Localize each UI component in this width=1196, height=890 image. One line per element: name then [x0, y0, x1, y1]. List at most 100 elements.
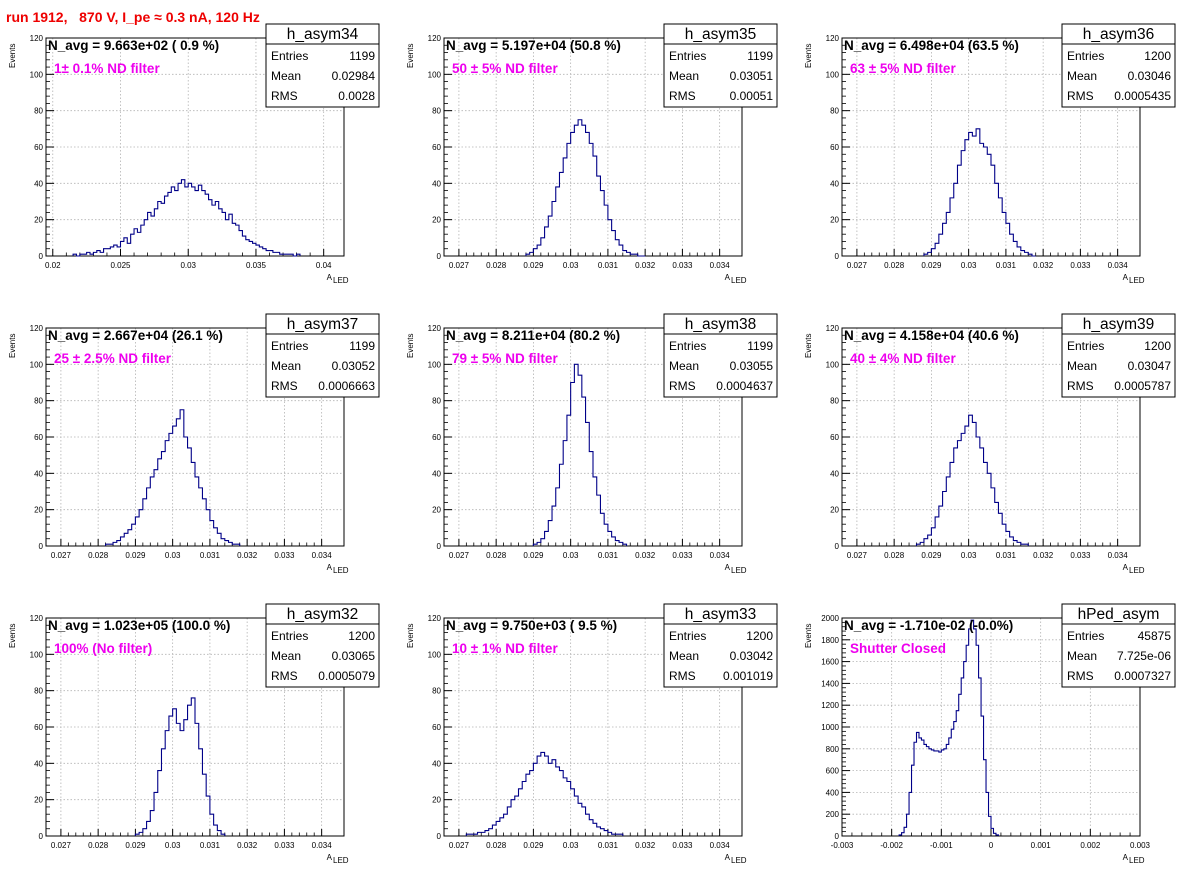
y-tick-label: 20: [432, 216, 441, 225]
y-tick-label: 100: [428, 70, 442, 79]
x-tick-label: 0.033: [274, 551, 295, 560]
stats-label: Mean: [1067, 69, 1097, 83]
y-tick-label: 600: [826, 767, 840, 776]
x-tick-label: 0.03: [563, 261, 579, 270]
histogram-panel-hPed_asym: -0.003 -0.002 -0.001 0 0.001 0.002 0.003 0 200 40…: [796, 603, 1192, 890]
filter-label: 63 ± 5% ND filter: [850, 61, 956, 76]
x-tick-label: 0.02: [45, 261, 61, 270]
filter-label: 79 ± 5% ND filter: [452, 351, 558, 366]
x-tick-label: 0.001: [1031, 841, 1052, 850]
y-tick-label: 400: [826, 788, 840, 797]
stats-label: Mean: [669, 649, 699, 663]
x-axis-title: A: [1123, 853, 1129, 862]
x-tick-label: 0.034: [1108, 261, 1129, 270]
x-tick-label: 0.002: [1080, 841, 1101, 850]
y-tick-label: 100: [826, 70, 840, 79]
stats-label: RMS: [1067, 379, 1094, 393]
x-tick-label: 0.034: [312, 841, 333, 850]
stats-histogram-name: h_asym39: [1083, 316, 1155, 333]
histogram-panel-h_asym37: 0.027 0.028 0.029 0.03 0.031 0.032 0.033 0.034 0…: [0, 313, 396, 600]
stats-label: Entries: [669, 339, 706, 353]
histogram-svg: 0.027 0.028 0.029 0.03 0.031 0.032 0.033 0.034 0…: [8, 313, 380, 575]
histogram-svg: 0.027 0.028 0.029 0.03 0.031 0.032 0.033 0.034 0…: [406, 23, 778, 285]
histogram-svg: 0.027 0.028 0.029 0.03 0.031 0.032 0.033 0.034 0…: [406, 603, 778, 865]
stats-label: Entries: [271, 339, 308, 353]
x-axis-title: A: [327, 563, 333, 572]
x-axis-title-sub: LED: [333, 276, 349, 285]
y-tick-label: 20: [432, 506, 441, 515]
y-tick-label: 0: [437, 832, 442, 841]
x-tick-label: 0.034: [1108, 551, 1129, 560]
y-tick-label: 60: [830, 433, 839, 442]
y-tick-label: 20: [830, 506, 839, 515]
y-tick-label: 120: [30, 614, 44, 623]
histogram-line: [134, 697, 226, 836]
x-axis-title: A: [1123, 273, 1129, 282]
y-tick-label: 80: [34, 687, 43, 696]
y-tick-label: 100: [30, 360, 44, 369]
histogram-panel-h_asym32: 0.027 0.028 0.029 0.03 0.031 0.032 0.033 0.034 0…: [0, 603, 396, 890]
filter-label: 40 ± 4% ND filter: [850, 351, 956, 366]
histogram-svg: 0.027 0.028 0.029 0.03 0.031 0.032 0.033 0.034 0…: [406, 313, 778, 575]
x-tick-label: 0.029: [523, 841, 544, 850]
stats-value: 0.03042: [730, 649, 774, 663]
y-tick-label: 120: [826, 324, 840, 333]
navg-label: N_avg = 4.158e+04 (40.6 %): [844, 328, 1019, 343]
y-tick-label: 0: [39, 542, 44, 551]
y-tick-label: 100: [428, 650, 442, 659]
y-tick-label: 120: [428, 34, 442, 43]
y-tick-label: 200: [826, 810, 840, 819]
y-axis-title: Events: [8, 334, 17, 358]
x-tick-label: 0.032: [1033, 261, 1054, 270]
x-tick-label: 0.031: [996, 261, 1017, 270]
x-tick-label: 0.032: [1033, 551, 1054, 560]
x-tick-label: 0.032: [635, 841, 656, 850]
x-tick-label: 0.029: [125, 551, 146, 560]
stats-label: RMS: [271, 379, 298, 393]
y-tick-label: 40: [34, 759, 43, 768]
stats-label: Entries: [271, 49, 308, 63]
x-tick-label: 0.032: [635, 261, 656, 270]
stats-value: 0.0006663: [318, 379, 375, 393]
filter-label: 50 ± 5% ND filter: [452, 61, 558, 76]
histogram-line: [525, 119, 646, 257]
x-tick-label: 0.029: [523, 551, 544, 560]
stats-value: 0.0005787: [1114, 379, 1171, 393]
stats-box: [663, 623, 778, 688]
stats-box: [1061, 623, 1176, 688]
stats-value: 45875: [1138, 629, 1172, 643]
x-tick-label: 0.029: [523, 261, 544, 270]
x-axis-title: A: [327, 853, 333, 862]
x-tick-label: 0.03: [563, 841, 579, 850]
x-tick-label: 0.027: [847, 261, 868, 270]
stats-value: 1200: [1144, 339, 1171, 353]
y-axis-title: Events: [8, 624, 17, 648]
x-tick-label: 0.033: [1070, 261, 1091, 270]
y-tick-label: 100: [30, 650, 44, 659]
histogram-svg: -0.003 -0.002 -0.001 0 0.001 0.002 0.003 0 200 40…: [804, 603, 1176, 865]
stats-histogram-name: h_asym37: [287, 316, 359, 333]
y-tick-label: 0: [835, 252, 840, 261]
x-tick-label: -0.002: [880, 841, 903, 850]
histogram-line: [72, 179, 301, 257]
y-tick-label: 1000: [821, 723, 839, 732]
y-tick-label: 0: [835, 542, 840, 551]
stats-label: RMS: [669, 379, 696, 393]
stats-label: RMS: [271, 669, 298, 683]
x-tick-label: 0.027: [449, 261, 470, 270]
stats-box: [1061, 43, 1176, 108]
stats-histogram-name: hPed_asym: [1078, 606, 1160, 623]
stats-value: 0.03052: [332, 359, 376, 373]
y-tick-label: 80: [34, 107, 43, 116]
y-tick-label: 80: [34, 397, 43, 406]
y-tick-label: 60: [432, 723, 441, 732]
x-tick-label: 0.033: [1070, 551, 1091, 560]
stats-label: Mean: [271, 359, 301, 373]
x-tick-label: 0.028: [884, 551, 905, 560]
stats-value: 0.03046: [1128, 69, 1172, 83]
histogram-panel-h_asym34: 0.02 0.025 0.03 0.035 0.04 0 20 40 60 80 100 120 A LE…: [0, 23, 396, 310]
y-axis-title: Events: [406, 624, 415, 648]
x-tick-label: 0.028: [486, 261, 507, 270]
x-tick-label: 0.027: [51, 551, 72, 560]
x-tick-label: 0.03: [961, 551, 977, 560]
